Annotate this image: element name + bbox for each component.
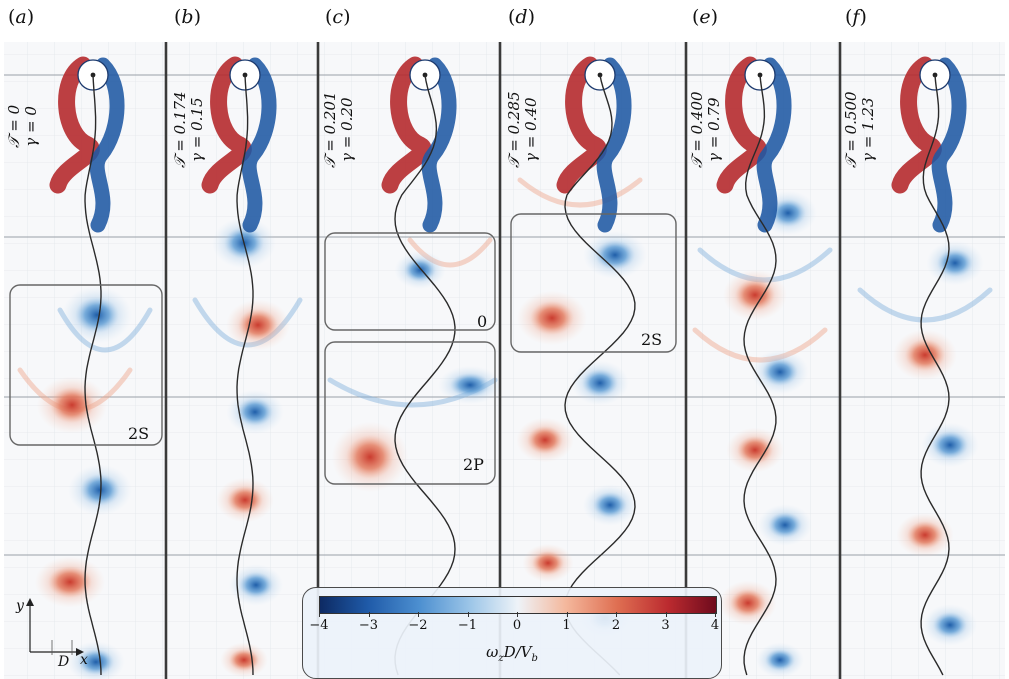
colorbar-tick-label: 4 — [710, 618, 720, 633]
box-label-c-0: 0 — [477, 312, 488, 331]
vortex-core-negative — [768, 512, 802, 538]
panel-label-f: (f) — [845, 6, 867, 28]
vortex-core-positive — [532, 551, 564, 575]
vortex-core-positive — [346, 435, 394, 479]
vortex-core-negative — [937, 249, 973, 277]
colorbar-tick — [517, 612, 518, 617]
shear-layer-positive — [49, 56, 100, 194]
colorbar-tick — [715, 612, 716, 617]
colorbar-tick — [418, 612, 419, 617]
shear-layer-negative — [931, 57, 967, 233]
vortex-core-positive — [730, 589, 766, 617]
axis-y-arrowhead — [26, 598, 34, 606]
vortex-core-negative — [765, 649, 795, 671]
vortex-core-negative — [450, 373, 490, 397]
vortex-core-positive — [527, 426, 563, 454]
shear-layer-positive — [716, 56, 767, 194]
vortex-core-positive — [907, 521, 943, 549]
shear-layer-arc — [517, 177, 643, 208]
colorbar-tick-label: −1 — [457, 618, 478, 633]
vortex-core-negative — [595, 240, 635, 270]
bubble-trajectory — [743, 74, 777, 676]
bubble-trajectory — [84, 74, 102, 676]
colorbar-tick — [319, 612, 320, 617]
wake-mode-box — [9, 284, 163, 446]
panel-label-c: (c) — [325, 6, 351, 28]
vortex-core-positive — [737, 436, 773, 464]
vortex-core-negative — [932, 431, 968, 459]
vortex-core-negative — [78, 649, 114, 675]
vortex-core-negative — [239, 572, 273, 598]
shear-layer-negative — [89, 57, 125, 233]
vortex-core-positive — [238, 309, 278, 341]
bubble-trajectory — [920, 74, 950, 676]
vortex-core-positive — [530, 301, 574, 335]
vortex-core-negative — [593, 492, 627, 518]
colorbar-tick-label: −4 — [309, 618, 329, 633]
param-d: 𝒯 = 0.285 γ = 0.40 — [505, 91, 540, 168]
colorbar-tick-label: 3 — [661, 618, 670, 633]
colorbar-tick-label: −3 — [358, 618, 379, 633]
vortex-core-positive — [227, 486, 263, 514]
vortex-core-negative — [75, 297, 119, 333]
vortex-core-negative — [933, 612, 967, 638]
box-label-d-2s: 2S — [641, 330, 663, 349]
shear-layer-negative — [596, 57, 632, 233]
colorbar-tick — [665, 612, 667, 617]
wake-mode-box — [510, 213, 677, 353]
shear-layer-arc — [407, 237, 493, 268]
vortex-core-negative — [80, 474, 120, 506]
colorbar-legend: −4 −3 −2 −1 0 1 2 3 4 ωzD/Vb — [302, 587, 722, 679]
bubble-trajectory — [236, 74, 254, 676]
vortex-core-positive — [229, 649, 259, 671]
colorbar-title: ωzD/Vb — [486, 643, 538, 664]
panel-label-a: (a) — [8, 6, 35, 28]
diameter-label: D — [58, 654, 70, 670]
wake-mode-box — [324, 341, 496, 485]
vortex-core-negative — [762, 358, 798, 386]
panel-label-e: (e) — [692, 6, 719, 28]
axis-x-label: x — [80, 652, 88, 668]
box-label-a-2s: 2S — [128, 424, 150, 443]
colorbar-tick-label: 2 — [611, 618, 621, 633]
shear-layer-negative — [241, 57, 277, 233]
param-c: 𝒯 = 0.201 γ = 0.20 — [321, 91, 356, 168]
colorbar-tick — [566, 612, 568, 617]
shear-layer-negative — [421, 57, 457, 233]
vortex-core-positive — [905, 339, 945, 371]
shear-layer-positive — [556, 56, 607, 194]
bubble-trajectory — [564, 74, 636, 676]
bubble-trajectory — [394, 74, 456, 676]
box-label-c-2p: 2P — [463, 455, 484, 474]
shear-layer-positive — [381, 56, 432, 194]
colorbar-tick-label: 1 — [562, 618, 571, 633]
vortex-core-negative — [770, 199, 806, 227]
axis-y-label: y — [16, 598, 24, 614]
colorbar-tick — [368, 612, 370, 617]
colorbar-gradient — [319, 596, 717, 614]
param-e: 𝒯 = 0.400 γ = 0.79 — [688, 91, 723, 168]
vortex-core-positive — [48, 566, 92, 598]
shear-layer-negative — [756, 57, 792, 233]
vortex-core-negative — [404, 258, 436, 282]
colorbar-tick — [616, 612, 617, 617]
vortex-core-negative — [582, 369, 618, 397]
param-b: 𝒯 = 0.174 γ = 0.15 — [171, 91, 206, 168]
vortex-core-negative — [237, 398, 273, 426]
param-f: 𝒯 = 0.500 γ = 1.23 — [842, 91, 877, 168]
vortex-core-positive — [50, 387, 94, 423]
panel-label-d: (d) — [508, 6, 536, 28]
panel-label-b: (b) — [174, 6, 202, 28]
vortex-core-positive — [735, 279, 775, 311]
colorbar-tick-label: 0 — [512, 618, 522, 633]
shear-layer-arc — [857, 287, 993, 323]
shear-layer-positive — [891, 56, 942, 194]
colorbar-tick — [467, 612, 469, 617]
axis-x-arrowhead — [76, 648, 84, 656]
colorbar-tick-label: −2 — [408, 618, 428, 633]
wake-mode-box — [324, 232, 496, 331]
shear-layer-positive — [201, 56, 252, 194]
